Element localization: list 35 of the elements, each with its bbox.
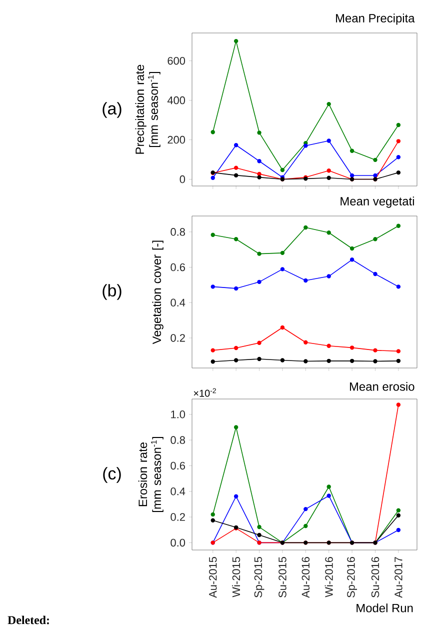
x-tick-label: Su-2015 (278, 556, 286, 598)
x-axis-title: Model Run (356, 604, 413, 612)
text: (c) (103, 467, 121, 483)
y-tick-label: 600 (168, 56, 186, 65)
y-tick-label: 1.0 (171, 410, 186, 418)
x-tick-label: Su-2016 (371, 557, 380, 598)
x-tick-label: Wi-2016 (324, 557, 333, 598)
y-tick-label: 0.0 (170, 538, 186, 547)
x-tick-label: Au-2015 (209, 556, 217, 598)
chart-title: Mean vegetati (340, 196, 414, 208)
y-tick-label: 0.8 (170, 436, 185, 444)
chart-title: Mean Precipita (336, 14, 415, 25)
chart-title: Mean erosio (350, 382, 414, 391)
y-tick-label: 0.6 (170, 462, 185, 470)
y-tick-label: 0.8 (170, 228, 185, 236)
y-axis-title: Vegetation cover [-] (152, 240, 164, 344)
text: Deleted: (8, 616, 49, 624)
text: ×10$^{-2}$ (194, 388, 216, 397)
y-tick-label: 200 (168, 136, 186, 144)
x-tick-label: Sp-2015 (254, 556, 264, 598)
y-tick-label: 0.4 (170, 298, 186, 306)
x-tick-label: Wi-2015 (232, 556, 240, 598)
y-tick-label: 0.6 (170, 263, 185, 272)
x-tick-label: Au-2016 (302, 557, 310, 598)
text: (a) (102, 102, 122, 118)
text: (b) (102, 284, 122, 300)
y-axis-title: Precipitation rate [mm season$^{-1}$] (135, 64, 160, 154)
y-tick-label: 0.2 (170, 513, 185, 521)
y-axis-title: Erosion rate [mm season$^{-1}$] (138, 437, 164, 512)
y-tick-label: 0.4 (170, 487, 186, 496)
x-tick-label: Au-2017 (394, 557, 402, 598)
x-tick-label: Sp-2016 (347, 557, 358, 598)
y-tick-label: 0 (180, 175, 186, 184)
y-tick-label: 0.2 (170, 334, 185, 342)
y-tick-label: 400 (167, 96, 186, 104)
